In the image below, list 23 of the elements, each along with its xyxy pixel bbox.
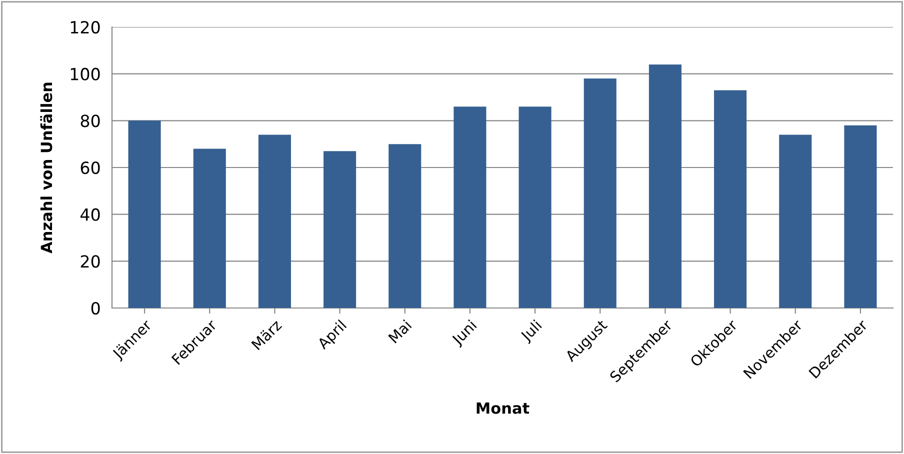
y-tick-label: 40	[80, 208, 100, 221]
bar	[779, 134, 812, 308]
bar	[844, 125, 877, 308]
bar	[193, 148, 226, 308]
y-tick-label: 60	[80, 161, 100, 174]
bar	[454, 106, 486, 308]
y-tick-label: 100	[70, 68, 100, 80]
y-tick-label: 80	[80, 114, 100, 128]
bar	[714, 90, 747, 308]
bar	[128, 120, 161, 308]
bar	[518, 106, 552, 308]
x-tick-label: Mai	[388, 319, 412, 344]
bar	[648, 64, 682, 308]
bar	[388, 144, 422, 308]
bar	[324, 151, 356, 308]
x-tick-label: Juli	[519, 319, 544, 344]
y-axis-title: Anzahl von Unfällen	[40, 82, 52, 254]
y-tick-label: 0	[91, 302, 100, 315]
bar	[584, 78, 616, 308]
x-axis-title: Monat	[476, 402, 530, 414]
y-tick-label: 20	[80, 255, 100, 268]
y-tick-label: 120	[70, 20, 100, 34]
bar	[258, 134, 291, 308]
